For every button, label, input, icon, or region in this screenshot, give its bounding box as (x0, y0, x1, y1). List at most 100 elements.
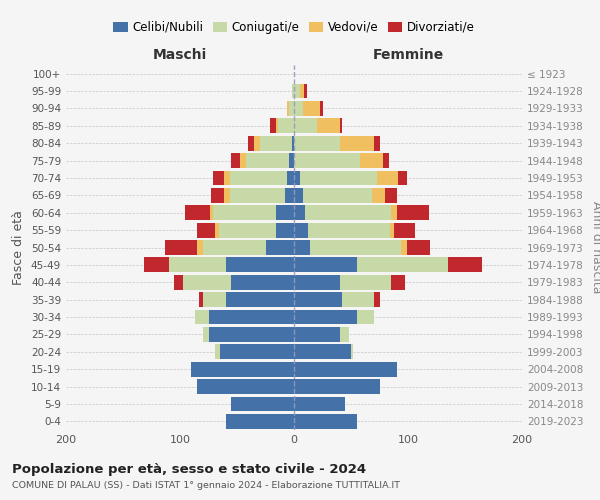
Bar (294, 153, 360, 168)
Bar (219, 222, 276, 238)
Bar (226, 292, 294, 307)
Bar (209, 327, 294, 342)
Bar (230, 188, 285, 202)
Bar (391, 275, 404, 289)
Bar (317, 118, 340, 133)
Bar (294, 344, 351, 359)
Bar (232, 275, 294, 289)
Bar (184, 275, 232, 289)
Text: Maschi: Maschi (153, 48, 207, 62)
Bar (232, 396, 294, 411)
Bar (248, 136, 254, 150)
Bar (241, 153, 246, 168)
Bar (174, 275, 184, 289)
Bar (226, 414, 294, 428)
Bar (310, 240, 401, 255)
Bar (287, 170, 294, 186)
Bar (287, 101, 289, 116)
Bar (294, 362, 397, 376)
Bar (224, 188, 230, 202)
Bar (230, 170, 287, 186)
Bar (246, 153, 289, 168)
Bar (270, 118, 276, 133)
Bar (294, 101, 303, 116)
Bar (203, 327, 209, 342)
Text: Popolazione per età, sesso e stato civile - 2024: Popolazione per età, sesso e stato civil… (12, 462, 366, 475)
Bar (285, 188, 294, 202)
Bar (374, 136, 380, 150)
Bar (371, 188, 385, 202)
Bar (305, 206, 391, 220)
Bar (195, 310, 209, 324)
Bar (265, 240, 294, 255)
Bar (304, 84, 307, 98)
Bar (197, 240, 203, 255)
Bar (407, 240, 430, 255)
Bar (401, 240, 407, 255)
Bar (260, 136, 292, 150)
Bar (294, 327, 340, 342)
Bar (165, 240, 197, 255)
Bar (197, 379, 294, 394)
Bar (294, 275, 340, 289)
Bar (294, 258, 356, 272)
Bar (209, 206, 213, 220)
Bar (224, 170, 230, 186)
Bar (294, 188, 303, 202)
Bar (211, 188, 224, 202)
Bar (215, 344, 220, 359)
Bar (356, 310, 374, 324)
Bar (340, 118, 342, 133)
Bar (383, 153, 389, 168)
Bar (300, 84, 304, 98)
Bar (294, 222, 308, 238)
Legend: Celibi/Nubili, Coniugati/e, Vedovi/e, Divorziati/e: Celibi/Nubili, Coniugati/e, Vedovi/e, Di… (109, 16, 479, 38)
Bar (203, 240, 265, 255)
Bar (203, 292, 226, 307)
Bar (276, 222, 294, 238)
Bar (294, 118, 317, 133)
Bar (215, 222, 219, 238)
Bar (448, 258, 482, 272)
Bar (303, 188, 371, 202)
Bar (398, 170, 407, 186)
Bar (276, 206, 294, 220)
Y-axis label: Fasce di età: Fasce di età (13, 210, 25, 285)
Bar (356, 258, 448, 272)
Bar (185, 206, 209, 220)
Bar (294, 379, 380, 394)
Bar (374, 292, 380, 307)
Bar (278, 118, 294, 133)
Bar (199, 292, 203, 307)
Bar (340, 327, 349, 342)
Bar (254, 136, 260, 150)
Bar (294, 310, 356, 324)
Bar (232, 153, 241, 168)
Bar (213, 170, 224, 186)
Bar (294, 206, 305, 220)
Bar (294, 414, 356, 428)
Bar (191, 362, 294, 376)
Y-axis label: Anni di nascita: Anni di nascita (590, 201, 600, 294)
Bar (340, 275, 391, 289)
Bar (397, 206, 428, 220)
Bar (294, 136, 340, 150)
Bar (294, 84, 300, 98)
Bar (385, 188, 397, 202)
Bar (360, 153, 383, 168)
Bar (303, 101, 320, 116)
Bar (320, 101, 323, 116)
Bar (292, 84, 294, 98)
Text: Femmine: Femmine (373, 48, 443, 62)
Bar (351, 344, 353, 359)
Bar (143, 258, 169, 272)
Bar (294, 292, 342, 307)
Bar (294, 170, 300, 186)
Bar (169, 258, 226, 272)
Bar (226, 258, 294, 272)
Bar (197, 222, 215, 238)
Bar (340, 136, 374, 150)
Bar (300, 170, 377, 186)
Bar (294, 396, 346, 411)
Bar (292, 136, 294, 150)
